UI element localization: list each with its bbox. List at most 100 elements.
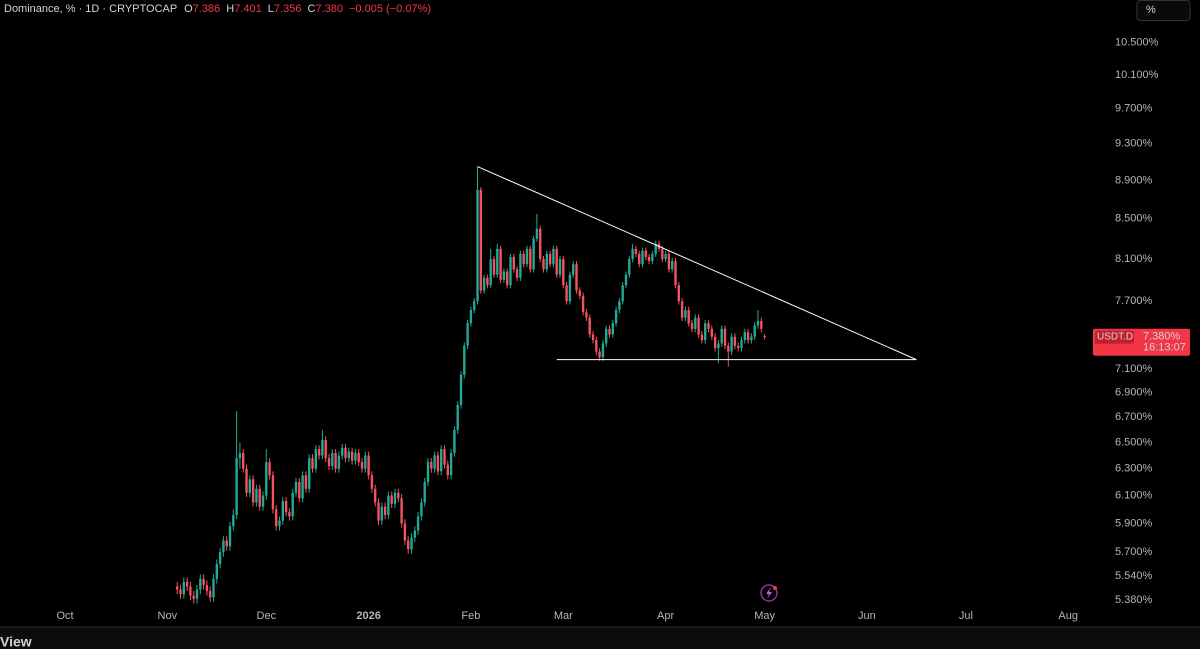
candle-body	[456, 404, 459, 430]
candle-body	[674, 261, 677, 286]
ohlc-key: C	[308, 3, 316, 15]
candle-body	[195, 589, 199, 599]
candle-body	[176, 586, 179, 590]
candle-body	[690, 323, 694, 329]
candle-body	[492, 259, 496, 275]
candle-body	[654, 243, 657, 254]
candle-body	[301, 475, 304, 499]
candle-body	[423, 482, 426, 503]
candle-body	[209, 591, 212, 598]
candle-body	[397, 492, 400, 499]
candle-body	[225, 540, 228, 547]
candle-body	[733, 336, 737, 346]
price-label: 7.380%	[1143, 331, 1181, 343]
y-tick-label: 10.100%	[1115, 69, 1159, 81]
candle-body	[618, 301, 621, 310]
y-tick-label: 6.300%	[1115, 463, 1153, 475]
y-tick-label: 5.700%	[1115, 546, 1153, 558]
candle-body	[367, 455, 370, 476]
candle-body	[189, 586, 192, 596]
ohlc-value: 7.401	[234, 3, 262, 15]
candle-body	[763, 336, 766, 338]
candle-body	[680, 301, 684, 318]
change: −0.005 (−0.07%)	[349, 3, 431, 15]
candle-body	[638, 253, 641, 265]
candle-body	[192, 595, 195, 599]
candle-body	[251, 479, 255, 503]
trendline	[477, 166, 917, 361]
candle-body	[535, 228, 539, 239]
candle-body	[720, 328, 723, 344]
candle-body	[281, 501, 284, 521]
candle-body	[383, 506, 387, 515]
candle-body	[499, 248, 502, 280]
symbol-info: Dominance, % · 1D · CRYPTOCAP	[4, 3, 177, 15]
candle-body	[291, 492, 294, 517]
alert-ring[interactable]	[760, 584, 778, 602]
y-tick-label: 9.700%	[1115, 103, 1153, 115]
candle-body	[634, 248, 638, 254]
candle-body	[558, 259, 562, 275]
candle-body	[364, 455, 367, 469]
candle-body	[548, 253, 552, 265]
candle-body	[565, 285, 568, 302]
y-tick-label: 6.100%	[1115, 489, 1153, 501]
candle-body	[440, 449, 443, 472]
x-tick-label: Mar	[554, 610, 573, 622]
y-tick-label: 6.500%	[1115, 437, 1153, 449]
candle-body	[532, 238, 535, 270]
y-tick-label: 7.100%	[1115, 363, 1153, 375]
candle-body	[410, 537, 413, 550]
alert-dot[interactable]	[773, 586, 777, 590]
candle-body	[601, 343, 605, 358]
candle-body	[664, 253, 667, 260]
candle-body	[671, 261, 674, 270]
candle-body	[628, 259, 631, 275]
alert-bolt[interactable]	[766, 587, 772, 599]
candle-body	[588, 317, 591, 335]
candle-body	[433, 455, 436, 469]
candle-body	[350, 451, 354, 461]
candle-body	[512, 256, 515, 270]
candle-body	[545, 253, 548, 270]
candle-body	[661, 248, 664, 260]
candle-body	[469, 309, 473, 324]
candle-body	[595, 340, 598, 352]
y-tick-label: 6.700%	[1115, 411, 1153, 423]
candle-body	[737, 345, 740, 349]
candle-body	[242, 452, 245, 469]
candle-body	[202, 578, 205, 585]
candle-body	[694, 317, 697, 329]
candle-body	[238, 452, 242, 459]
candle-body	[746, 332, 750, 341]
candle-body	[185, 581, 189, 587]
candle-body	[271, 475, 275, 510]
candle-body	[509, 256, 512, 286]
y-tick-label: 8.500%	[1115, 213, 1153, 225]
candle-body	[572, 264, 575, 275]
alert-icon[interactable]	[760, 584, 778, 602]
symbol-label: USDT.D	[1097, 331, 1133, 342]
candle-body	[575, 264, 578, 291]
candle-body	[529, 248, 532, 270]
candle-body	[466, 323, 469, 346]
candle-body	[268, 462, 271, 476]
candle-body	[723, 328, 727, 346]
candle-body	[390, 495, 393, 504]
candle-body	[248, 479, 251, 493]
y-tick-label: 7.700%	[1115, 295, 1153, 307]
candle-body	[727, 345, 730, 352]
scale-button-label[interactable]: %	[1146, 4, 1156, 16]
candle-body	[555, 248, 558, 275]
candle-body	[515, 269, 519, 278]
candle-body	[403, 523, 407, 541]
candle-body	[562, 259, 565, 286]
candle-body	[337, 455, 341, 469]
candle-body	[436, 455, 440, 472]
scale-button[interactable]	[1136, 0, 1191, 21]
candle-body	[212, 578, 215, 598]
candle-body	[687, 309, 690, 324]
footer-bar	[0, 627, 1200, 649]
candle-body	[753, 325, 756, 337]
